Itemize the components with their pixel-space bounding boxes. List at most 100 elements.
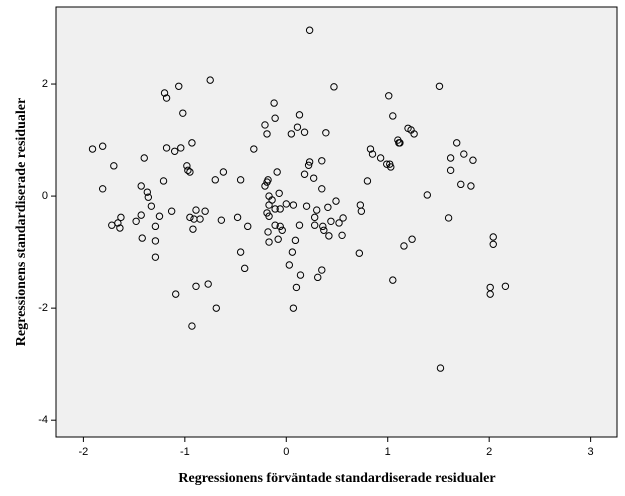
- point: [400, 242, 408, 250]
- point: [98, 142, 107, 150]
- point: [186, 213, 194, 222]
- y-tick-label: -2: [38, 302, 48, 314]
- point: [271, 114, 279, 122]
- point: [265, 201, 273, 209]
- point: [305, 26, 314, 34]
- point: [183, 162, 191, 170]
- point: [320, 226, 328, 234]
- point: [271, 221, 279, 229]
- point: [355, 249, 364, 257]
- point: [162, 94, 171, 102]
- point: [314, 273, 322, 282]
- point: [338, 231, 346, 240]
- point: [170, 147, 179, 155]
- point: [98, 185, 107, 193]
- point: [318, 266, 326, 274]
- point: [423, 191, 431, 199]
- point: [151, 222, 160, 231]
- point: [192, 206, 200, 214]
- point: [138, 234, 146, 242]
- point: [282, 200, 290, 208]
- point: [363, 177, 372, 185]
- point: [289, 304, 298, 312]
- point: [396, 139, 404, 147]
- point: [300, 170, 309, 178]
- y-tick-label: 0: [42, 190, 48, 202]
- point: [339, 214, 347, 222]
- x-tick-label: -1: [180, 446, 190, 458]
- point: [291, 236, 300, 245]
- point: [387, 163, 395, 171]
- point: [265, 238, 273, 246]
- point: [263, 178, 271, 186]
- point: [116, 224, 124, 232]
- point: [264, 228, 272, 236]
- point: [295, 221, 304, 229]
- point: [410, 130, 418, 138]
- point: [219, 168, 228, 176]
- point: [167, 207, 176, 215]
- point: [293, 123, 302, 131]
- point: [271, 205, 279, 213]
- point: [305, 158, 314, 166]
- point: [453, 139, 461, 147]
- y-tick-label: -4: [38, 414, 48, 426]
- point: [276, 222, 284, 231]
- point: [325, 232, 333, 240]
- point: [147, 202, 156, 210]
- point: [132, 217, 140, 225]
- point: [276, 205, 284, 213]
- y-tick-label: 2: [42, 78, 48, 90]
- point: [300, 128, 309, 136]
- point: [188, 139, 196, 147]
- point: [296, 271, 305, 279]
- point: [159, 177, 168, 185]
- point: [162, 144, 171, 152]
- point: [368, 150, 377, 158]
- point: [151, 237, 160, 245]
- point: [151, 253, 160, 261]
- point: [385, 92, 393, 100]
- point: [212, 304, 220, 312]
- point: [310, 221, 319, 229]
- point: [457, 180, 465, 189]
- point: [217, 216, 226, 224]
- point: [143, 188, 152, 196]
- point: [263, 130, 271, 138]
- point: [489, 233, 497, 241]
- point: [313, 206, 321, 214]
- point: [319, 222, 327, 231]
- point: [88, 145, 97, 153]
- point: [184, 166, 192, 175]
- point: [192, 282, 200, 290]
- point: [211, 176, 219, 184]
- point: [250, 145, 258, 153]
- x-tick-label: -2: [78, 446, 88, 458]
- point: [324, 203, 332, 211]
- point: [179, 109, 187, 117]
- point: [318, 157, 326, 165]
- point: [304, 161, 313, 169]
- point: [278, 226, 286, 234]
- point: [263, 209, 271, 217]
- point: [175, 82, 183, 90]
- point: [160, 89, 169, 97]
- point: [460, 150, 468, 158]
- plot-area: [55, 6, 618, 438]
- point: [310, 213, 319, 222]
- point: [489, 240, 497, 248]
- point: [309, 174, 318, 182]
- point: [486, 290, 494, 298]
- point: [376, 154, 385, 162]
- point: [206, 76, 214, 84]
- point: [204, 280, 212, 288]
- x-tick-label: 0: [283, 446, 289, 458]
- point: [236, 176, 245, 184]
- point: [366, 145, 375, 153]
- point: [233, 213, 242, 222]
- point: [318, 185, 326, 193]
- point: [469, 156, 477, 164]
- point: [244, 222, 252, 231]
- point: [172, 290, 180, 298]
